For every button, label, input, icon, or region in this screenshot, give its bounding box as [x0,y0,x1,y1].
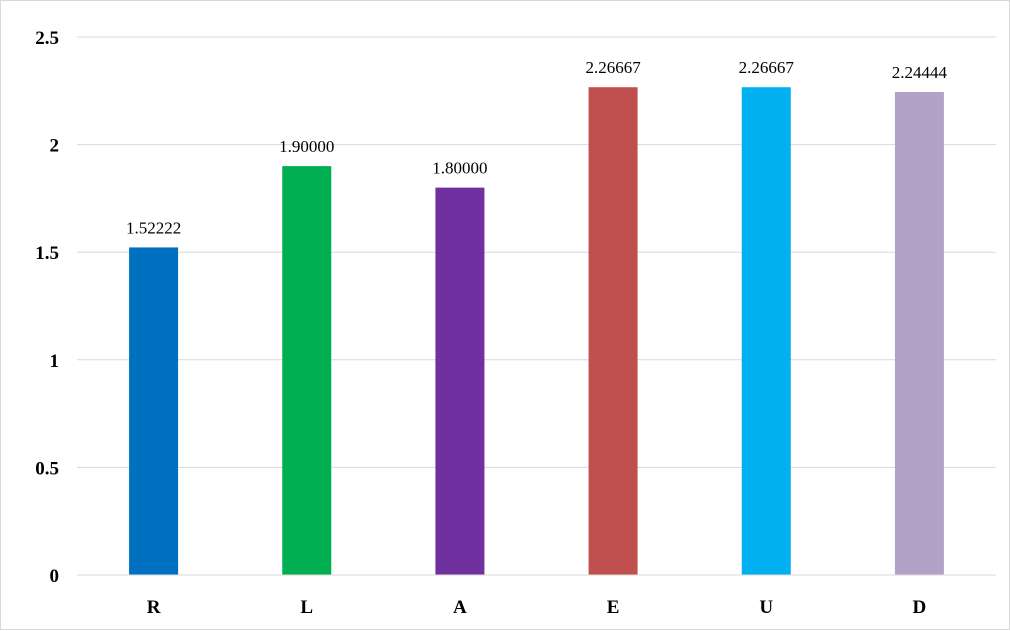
data-label-d: 2.24444 [892,63,948,82]
y-tick-label: 1 [50,351,60,372]
x-tick-label-u: U [759,597,773,618]
x-tick-label-r: R [147,597,161,618]
y-tick-label: 2 [50,136,60,157]
bars [129,87,944,575]
y-axis-ticks: 0 0.5 1 1.5 2 2.5 [35,28,59,587]
y-tick-label: 1.5 [35,243,59,264]
y-tick-label: 2.5 [35,28,59,49]
data-label-e: 2.26667 [585,58,641,77]
bar-l [282,166,332,575]
x-tick-label-l: L [300,597,313,618]
data-label-u: 2.26667 [739,58,795,77]
x-tick-label-e: E [607,597,620,618]
x-tick-label-a: A [453,597,467,618]
bar-a [435,187,485,575]
bar-e [588,87,638,575]
y-tick-label: 0.5 [35,458,59,479]
gridlines [77,36,996,468]
data-label-r: 1.52222 [126,218,181,237]
bar-d [894,91,944,575]
data-label-l: 1.90000 [279,137,334,156]
x-tick-label-d: D [913,597,927,618]
bar-r [129,247,179,575]
data-labels: 1.52222 1.90000 1.80000 2.26667 2.26667 2.244… [126,58,948,237]
data-label-a: 1.80000 [432,159,487,178]
bar-u [741,87,791,575]
y-tick-label: 0 [50,566,60,587]
